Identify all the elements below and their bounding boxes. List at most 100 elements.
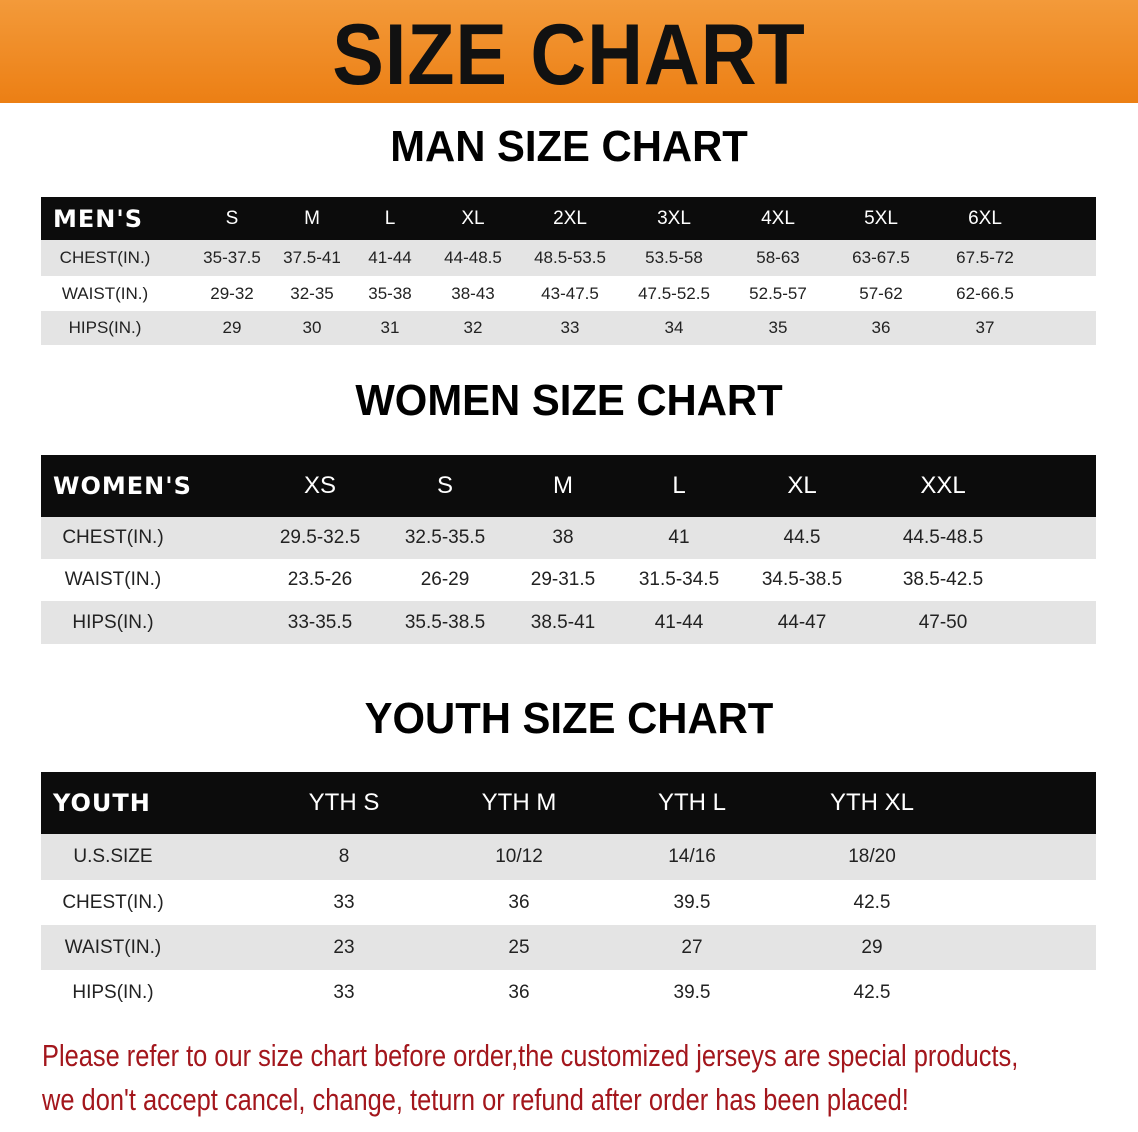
table-cell: 31.5-34.5 <box>638 569 720 590</box>
table-cell: 33 <box>333 891 355 913</box>
youth-size-table: YOUTH YTH S YTH M YTH L YTH XL U.S.SIZE 8 10/12… <box>41 772 1096 1015</box>
row-label: HIPS(IN.) <box>68 318 142 337</box>
table-cell: 14/16 <box>668 846 716 867</box>
table-row: CHEST(IN.) 33 36 39.5 42.5 <box>41 880 1096 925</box>
size-column-header: 6XL <box>968 207 1002 229</box>
table-cell: 42.5 <box>853 981 891 1003</box>
table-cell: 33 <box>333 981 355 1003</box>
size-column-header: YTH M <box>481 789 557 816</box>
table-cell: 29-31.5 <box>530 569 596 590</box>
table-cell: 30 <box>302 318 322 337</box>
table-cell: 53.5-58 <box>645 248 703 267</box>
table-cell: 33 <box>560 318 580 337</box>
table-row: WAIST(IN.) 23.5-26 26-29 29-31.5 31.5-34.5 34… <box>41 559 1096 601</box>
row-label: HIPS(IN.) <box>72 981 154 1003</box>
size-column-header: L <box>384 207 396 229</box>
table-cell: 29-32 <box>210 283 254 303</box>
size-column-header: M <box>304 207 320 229</box>
men-size-table: MEN'S S M L XL 2XL 3XL 4XL 5XL 6XL CHEST(IN.) 35-37… <box>41 197 1096 345</box>
size-column-header: S <box>436 472 454 499</box>
size-column-header: XL <box>787 472 817 499</box>
table-cell: 52.5-57 <box>749 283 807 303</box>
table-cell: 8 <box>338 846 350 867</box>
youth-header-row: YOUTH YTH S YTH M YTH L YTH XL <box>41 772 1096 834</box>
table-cell: 31 <box>380 318 400 337</box>
table-cell: 44-48.5 <box>444 248 502 267</box>
table-cell: 41 <box>668 527 690 548</box>
table-cell: 35-37.5 <box>203 248 261 267</box>
table-cell: 37.5-41 <box>283 248 341 267</box>
table-cell: 63-67.5 <box>852 248 910 267</box>
table-cell: 35-38 <box>368 283 412 303</box>
table-cell: 42.5 <box>853 891 891 913</box>
table-cell: 25 <box>508 936 530 958</box>
women-section-title: WOMEN SIZE CHART <box>355 376 783 425</box>
table-cell: 39.5 <box>673 891 711 913</box>
row-label: CHEST(IN.) <box>62 527 164 548</box>
table-cell: 34.5-38.5 <box>761 569 843 590</box>
table-cell: 27 <box>681 936 703 958</box>
table-row: CHEST(IN.) 35-37.5 37.5-41 41-44 44-48.5 48.5… <box>41 240 1096 276</box>
row-label: CHEST(IN.) <box>59 248 151 267</box>
table-cell: 23 <box>333 936 355 958</box>
size-column-header: L <box>672 472 686 499</box>
table-cell: 48.5-53.5 <box>534 248 606 267</box>
men-section-title: MAN SIZE CHART <box>390 122 748 171</box>
row-label: CHEST(IN.) <box>62 891 164 913</box>
notice-line-1: Please refer to our size chart before or… <box>42 1038 1019 1073</box>
row-label: WAIST(IN.) <box>61 283 149 303</box>
table-cell: 18/20 <box>848 846 896 867</box>
table-cell: 36 <box>508 891 530 913</box>
size-column-header: YTH S <box>308 789 380 816</box>
table-cell: 38.5-41 <box>530 611 596 633</box>
table-row: HIPS(IN.) 33 36 39.5 42.5 <box>41 970 1096 1015</box>
row-label: U.S.SIZE <box>73 846 153 867</box>
table-cell: 43-47.5 <box>541 283 599 303</box>
table-cell: 41-44 <box>368 248 412 267</box>
table-cell: 36 <box>871 318 891 337</box>
women-header-label: WOMEN'S <box>53 472 192 500</box>
table-cell: 29 <box>222 318 242 337</box>
youth-header-label: YOUTH <box>53 789 151 817</box>
size-column-header: YTH L <box>657 789 727 816</box>
table-cell: 39.5 <box>673 981 711 1003</box>
size-column-header: XS <box>303 472 337 499</box>
table-cell: 41-44 <box>654 611 704 633</box>
table-row: WAIST(IN.) 29-32 32-35 35-38 38-43 43-47.5 47.… <box>41 276 1096 311</box>
table-cell: 32-35 <box>290 283 334 303</box>
table-cell: 33-35.5 <box>287 611 353 633</box>
table-cell: 32 <box>463 318 483 337</box>
women-header-row: WOMEN'S XS S M L XL XXL <box>41 455 1096 517</box>
table-cell: 67.5-72 <box>956 248 1014 267</box>
table-cell: 29.5-32.5 <box>279 527 361 548</box>
size-column-header: S <box>225 207 239 229</box>
table-cell: 47-50 <box>918 611 968 633</box>
youth-section-title: YOUTH SIZE CHART <box>364 694 774 743</box>
table-cell: 34 <box>664 318 684 337</box>
row-label: HIPS(IN.) <box>72 611 154 633</box>
size-column-header: M <box>553 472 573 499</box>
size-column-header: XXL <box>920 472 966 499</box>
size-column-header: 2XL <box>553 207 587 229</box>
table-cell: 38 <box>552 527 574 548</box>
notice-line-2: we don't accept cancel, change, teturn o… <box>42 1082 909 1117</box>
table-row: CHEST(IN.) 29.5-32.5 32.5-35.5 38 41 44.5 44.5… <box>41 517 1096 559</box>
table-row: HIPS(IN.) 29 30 31 32 33 34 35 36 37 <box>41 311 1096 345</box>
table-cell: 37 <box>975 318 995 337</box>
table-cell: 38.5-42.5 <box>902 569 984 590</box>
table-cell: 57-62 <box>859 283 903 303</box>
table-cell: 58-63 <box>756 248 800 267</box>
table-cell: 36 <box>508 981 530 1003</box>
row-label: WAIST(IN.) <box>64 569 162 590</box>
table-cell: 35 <box>768 318 788 337</box>
table-cell: 38-43 <box>451 283 495 303</box>
table-cell: 44-47 <box>777 611 827 633</box>
table-cell: 10/12 <box>495 846 543 867</box>
table-cell: 44.5 <box>783 527 821 548</box>
table-cell: 32.5-35.5 <box>404 527 486 548</box>
table-cell: 35.5-38.5 <box>404 611 486 633</box>
size-column-header: YTH XL <box>829 789 915 816</box>
row-label: WAIST(IN.) <box>64 936 162 958</box>
table-cell: 47.5-52.5 <box>638 283 710 303</box>
table-row: WAIST(IN.) 23 25 27 29 <box>41 925 1096 970</box>
